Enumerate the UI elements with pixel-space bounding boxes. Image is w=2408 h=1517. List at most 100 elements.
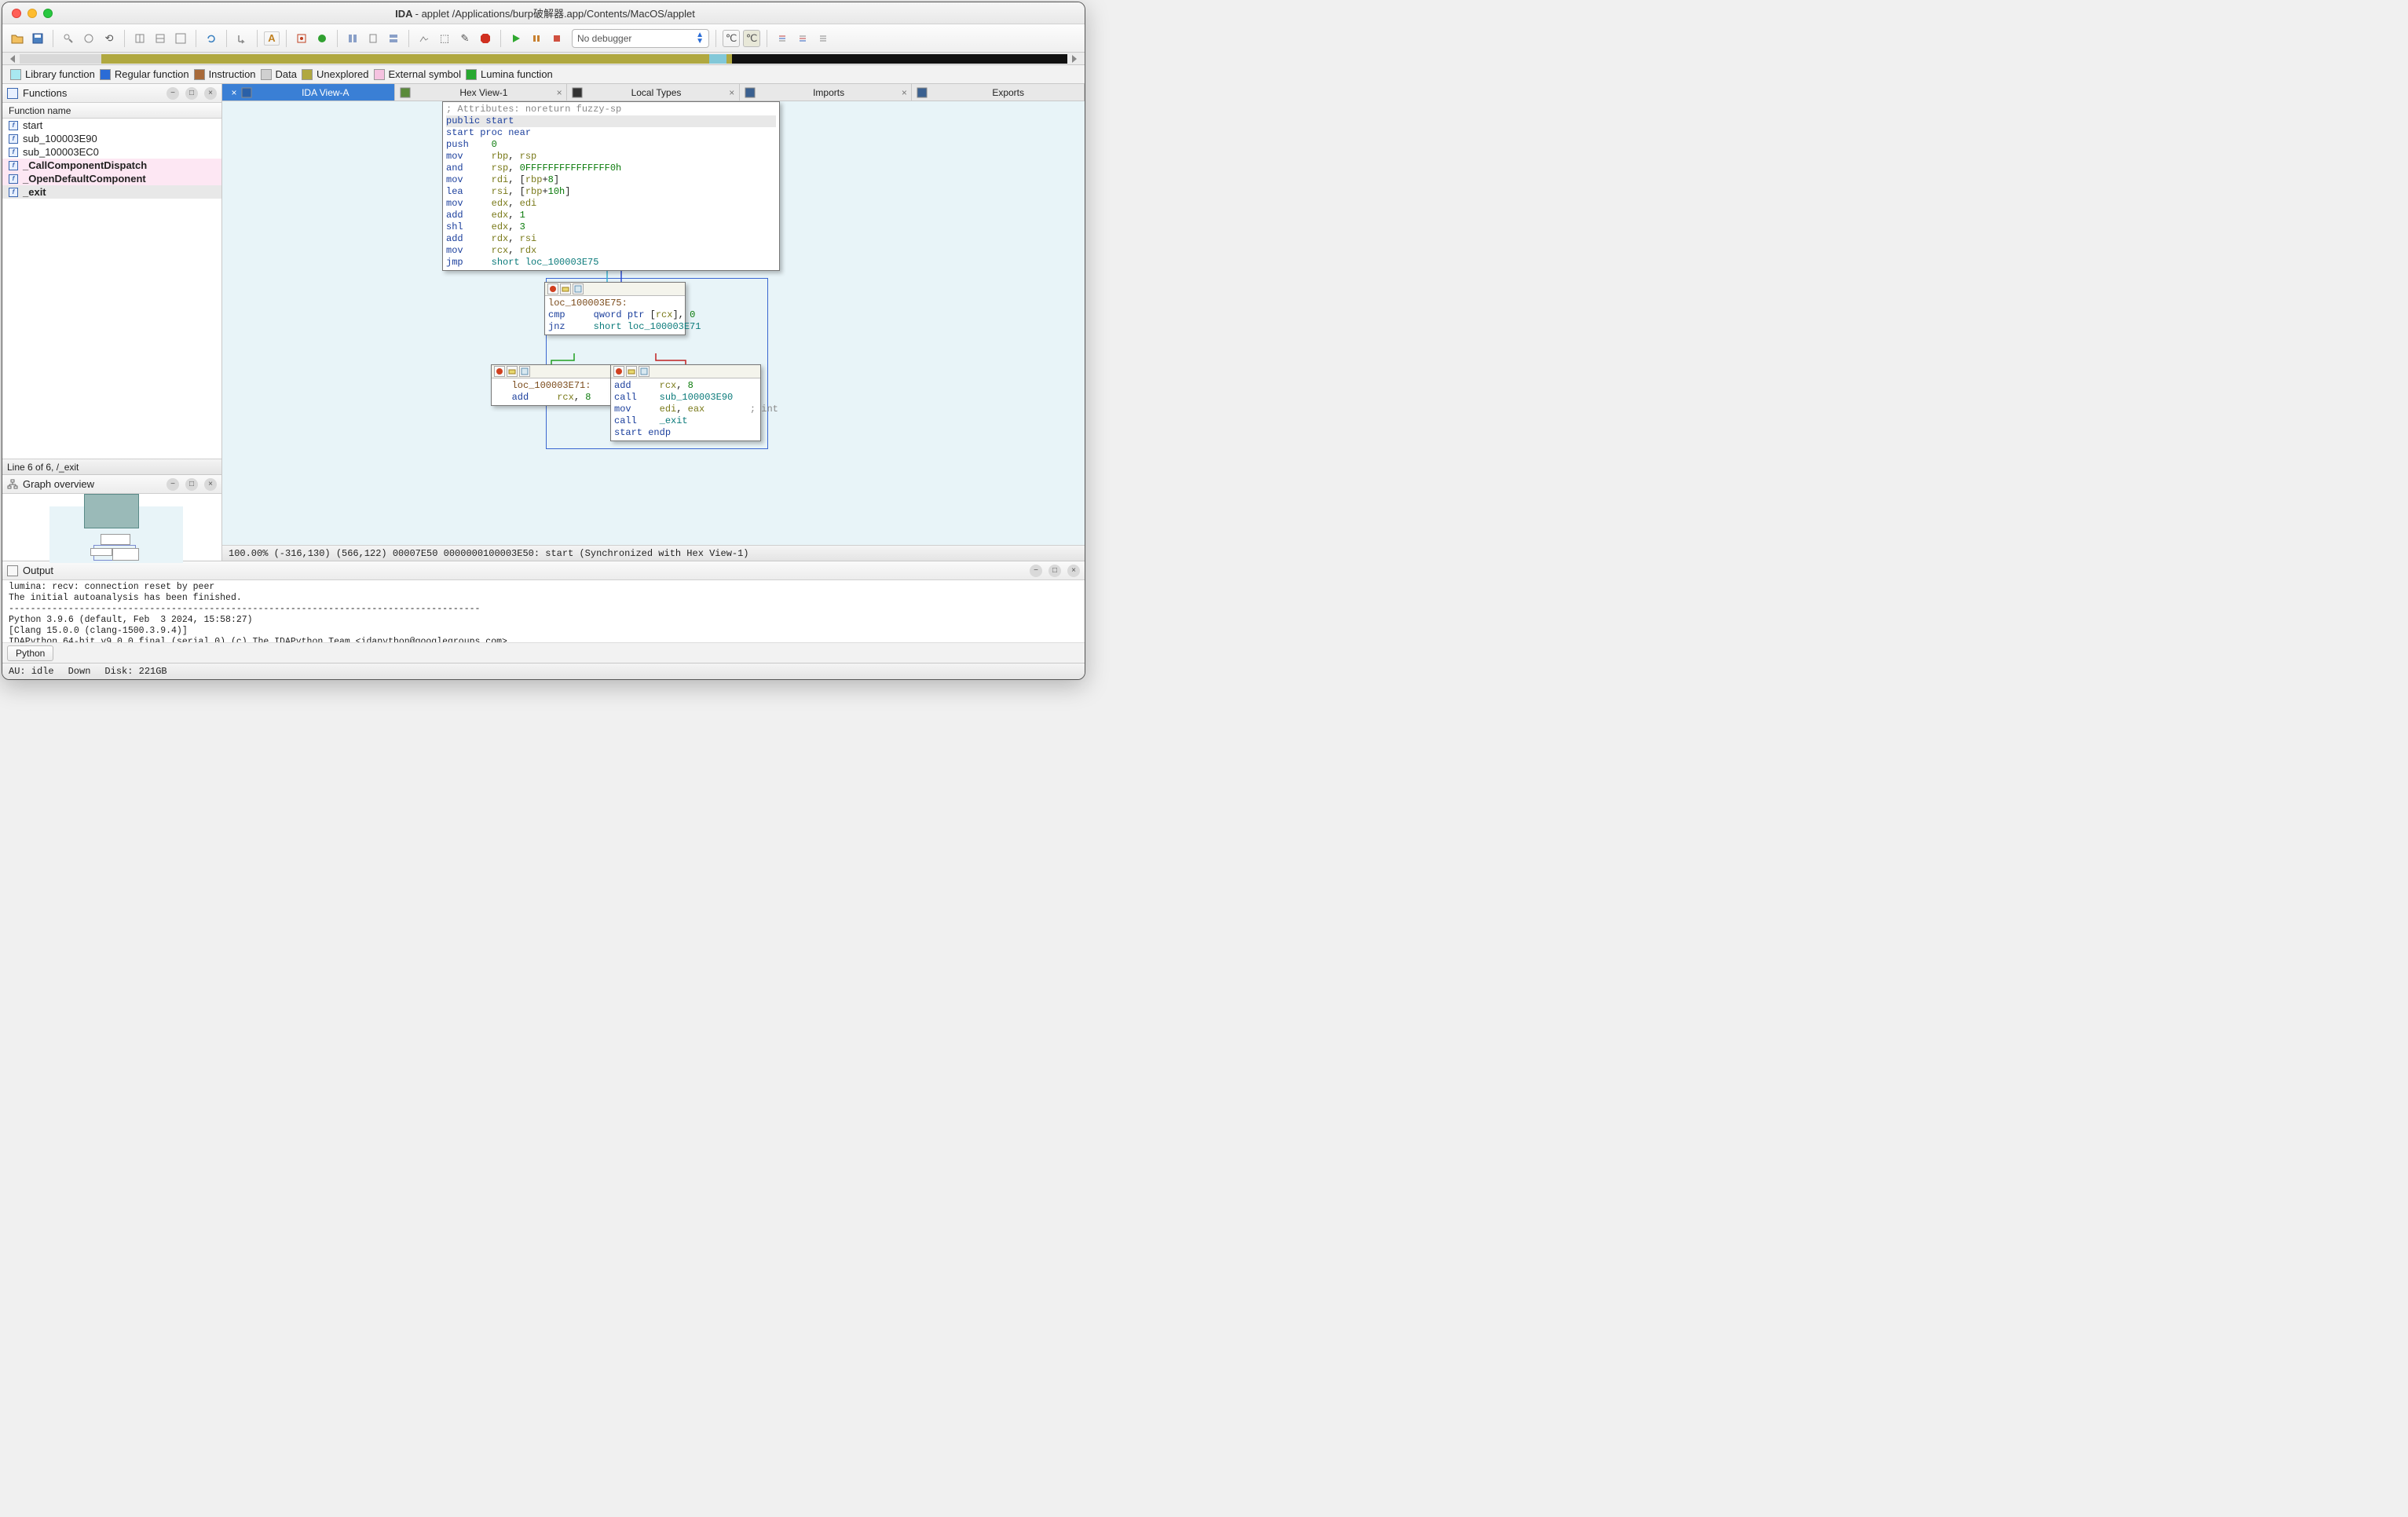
nav-right-icon[interactable] (1072, 55, 1077, 63)
panel-btn-icon[interactable]: − (167, 87, 179, 100)
output-text[interactable]: lumina: recv: connection reset by peer T… (2, 580, 1085, 642)
tool-icon[interactable]: ℃ (723, 30, 740, 47)
editor-tab[interactable]: Hex View-1× (395, 84, 568, 101)
pause-icon[interactable] (528, 30, 545, 47)
play-icon[interactable] (507, 30, 525, 47)
list-icon[interactable] (814, 30, 832, 47)
goverview-header: Graph overview − □ × (2, 475, 221, 494)
struct-icon[interactable] (364, 30, 382, 47)
minimize-icon[interactable] (27, 9, 37, 18)
node-header-icon[interactable] (626, 366, 637, 377)
nav-segment[interactable] (20, 54, 101, 64)
function-row[interactable]: f_CallComponentDispatch (2, 159, 221, 172)
goverview-canvas[interactable] (2, 494, 221, 561)
function-row[interactable]: fsub_100003EC0 (2, 145, 221, 159)
panel-btn-icon[interactable]: □ (1048, 565, 1061, 577)
tool-icon[interactable]: ✎ (456, 30, 474, 47)
panel-close-icon[interactable]: × (1067, 565, 1080, 577)
step-icon[interactable] (233, 30, 251, 47)
stop2-icon[interactable] (548, 30, 565, 47)
tool-icon[interactable]: ⬚ (436, 30, 453, 47)
left-column: Functions − □ × Function name fstartfsub… (2, 84, 222, 561)
debugger-select[interactable]: No debugger ▲▼ (572, 29, 709, 48)
editor-tab[interactable]: ×IDA View-A (222, 84, 395, 101)
nav-bar[interactable] (20, 54, 1067, 64)
nav-segment[interactable] (709, 54, 727, 64)
tool-icon[interactable] (152, 30, 169, 47)
flag-icon[interactable] (293, 30, 310, 47)
nav-segment[interactable] (726, 54, 732, 64)
function-row[interactable]: f_exit (2, 185, 221, 199)
circle-green-icon[interactable] (313, 30, 331, 47)
functions-list[interactable]: fstartfsub_100003E90fsub_100003EC0f_Call… (2, 119, 221, 459)
node-header-icon[interactable] (507, 366, 518, 377)
graph-node[interactable]: loc_100003E75:cmp qword ptr [rcx], 0jnz … (544, 282, 686, 335)
legend-swatch (100, 69, 111, 80)
graph-node[interactable]: add rcx, 8call sub_100003E90mov edi, eax… (610, 364, 761, 441)
function-icon: f (9, 188, 18, 197)
open-icon[interactable] (9, 30, 26, 47)
tool-icon[interactable]: ℃ (743, 30, 760, 47)
function-row[interactable]: f_OpenDefaultComponent (2, 172, 221, 185)
list-icon[interactable] (774, 30, 791, 47)
functions-column-header[interactable]: Function name (2, 103, 221, 119)
tool-icon[interactable] (80, 30, 97, 47)
nav-segment[interactable] (732, 54, 1067, 64)
function-row[interactable]: fstart (2, 119, 221, 132)
bottom-status: AU: idle Down Disk: 221GB (2, 663, 1085, 679)
graph-node[interactable]: loc_100003E71: add rcx, 8 (491, 364, 612, 406)
nav-segment[interactable] (101, 54, 709, 64)
editor-tab[interactable]: Local Types× (567, 84, 740, 101)
close-icon[interactable] (12, 9, 21, 18)
legend-swatch (10, 69, 21, 80)
tool-icon[interactable]: ⟲ (101, 30, 118, 47)
graph-view[interactable]: ; Attributes: noreturn fuzzy-sppublic st… (222, 101, 1085, 545)
nav-left-icon[interactable] (10, 55, 15, 63)
navigation-band[interactable] (2, 53, 1085, 65)
tab-close-icon[interactable]: × (227, 87, 241, 98)
panel-btn-icon[interactable]: □ (185, 478, 198, 491)
legend-swatch (261, 69, 272, 80)
tool-icon[interactable] (172, 30, 189, 47)
function-name: start (23, 119, 42, 131)
tool-icon[interactable] (415, 30, 433, 47)
tab-label: Exports (932, 87, 1084, 98)
legend-bar: Library functionRegular functionInstruct… (2, 65, 1085, 84)
graph-node[interactable]: ; Attributes: noreturn fuzzy-sppublic st… (442, 101, 780, 271)
panel-btn-icon[interactable]: − (1030, 565, 1042, 577)
tab-close-icon[interactable]: × (897, 87, 911, 98)
tab-label: Hex View-1 (415, 87, 553, 98)
editor-tab[interactable]: Imports× (740, 84, 913, 101)
editor-tab[interactable]: Exports (912, 84, 1085, 101)
maximize-icon[interactable] (43, 9, 53, 18)
panel-close-icon[interactable]: × (204, 478, 217, 491)
list-icon[interactable] (794, 30, 811, 47)
panel-btn-icon[interactable]: − (167, 478, 179, 491)
panel-btn-icon[interactable]: □ (185, 87, 198, 100)
node-header-icon[interactable] (519, 366, 530, 377)
stop-icon[interactable] (477, 30, 494, 47)
text-icon[interactable]: A (264, 31, 280, 46)
node-header-icon[interactable] (560, 283, 571, 294)
tab-close-icon[interactable]: × (552, 87, 566, 98)
function-row[interactable]: fsub_100003E90 (2, 132, 221, 145)
node-header-icon[interactable] (494, 366, 505, 377)
refresh-icon[interactable] (203, 30, 220, 47)
legend-label: Instruction (209, 68, 256, 80)
node-header-icon[interactable] (547, 283, 558, 294)
node-header-icon[interactable] (573, 283, 584, 294)
node-header-icon[interactable] (613, 366, 624, 377)
struct-icon[interactable] (385, 30, 402, 47)
tab-icon (572, 87, 583, 98)
function-name: _OpenDefaultComponent (23, 173, 146, 185)
save-icon[interactable] (29, 30, 46, 47)
struct-icon[interactable] (344, 30, 361, 47)
legend-label: Unexplored (317, 68, 369, 80)
tool-icon[interactable] (60, 30, 77, 47)
panel-close-icon[interactable]: × (204, 87, 217, 100)
tab-close-icon[interactable]: × (725, 87, 739, 98)
python-button[interactable]: Python (7, 645, 53, 661)
tool-icon[interactable] (131, 30, 148, 47)
tab-icon (917, 87, 928, 98)
node-header-icon[interactable] (639, 366, 650, 377)
